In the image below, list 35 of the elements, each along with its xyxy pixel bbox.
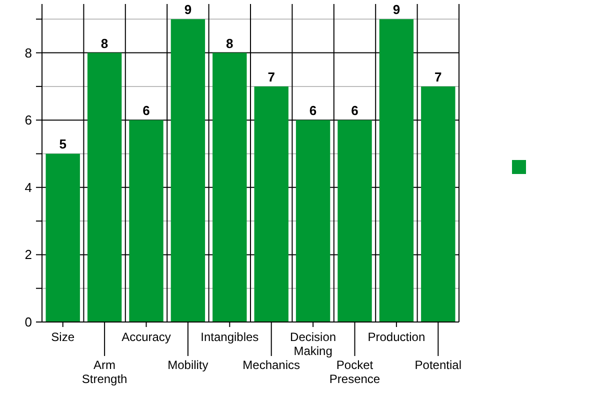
bar [170, 19, 206, 322]
x-tick-label: Arm Strength [82, 358, 128, 386]
x-tick-label: Production [368, 330, 426, 344]
data-label: 8 [100, 36, 108, 51]
y-tick-label: 8 [24, 45, 32, 60]
x-tick-label: Size [51, 330, 75, 344]
data-label: 6 [142, 103, 150, 118]
data-label: 9 [392, 2, 400, 18]
x-tick-label: Pocket Presence [329, 358, 380, 386]
bar [296, 120, 330, 322]
y-tick-label: 2 [24, 247, 32, 262]
x-tick-label: Mechanics [242, 358, 300, 372]
data-label: 9 [184, 2, 192, 18]
y-tick-label: 0 [24, 314, 32, 330]
bar [129, 120, 164, 322]
x-tick-label: Intangibles [200, 330, 259, 344]
bar [254, 86, 288, 322]
y-tick-label: 6 [24, 112, 32, 128]
bar [338, 120, 372, 322]
data-label: 8 [226, 36, 234, 51]
data-label: 6 [351, 103, 358, 118]
bar [421, 86, 456, 322]
data-label: 7 [268, 69, 275, 84]
x-tick-label: Mobility [168, 358, 208, 372]
bar [87, 52, 122, 322]
x-tick-label: Accuracy [122, 330, 171, 344]
x-tick-label: Decision Making [290, 330, 336, 358]
bar [46, 154, 80, 322]
data-label: 6 [309, 103, 317, 118]
bar [212, 52, 247, 322]
x-tick-label: Potential [414, 358, 462, 372]
data-label: 5 [59, 136, 66, 152]
y-tick-label: 4 [24, 180, 32, 195]
bar [379, 19, 414, 322]
data-label: 7 [434, 69, 442, 84]
